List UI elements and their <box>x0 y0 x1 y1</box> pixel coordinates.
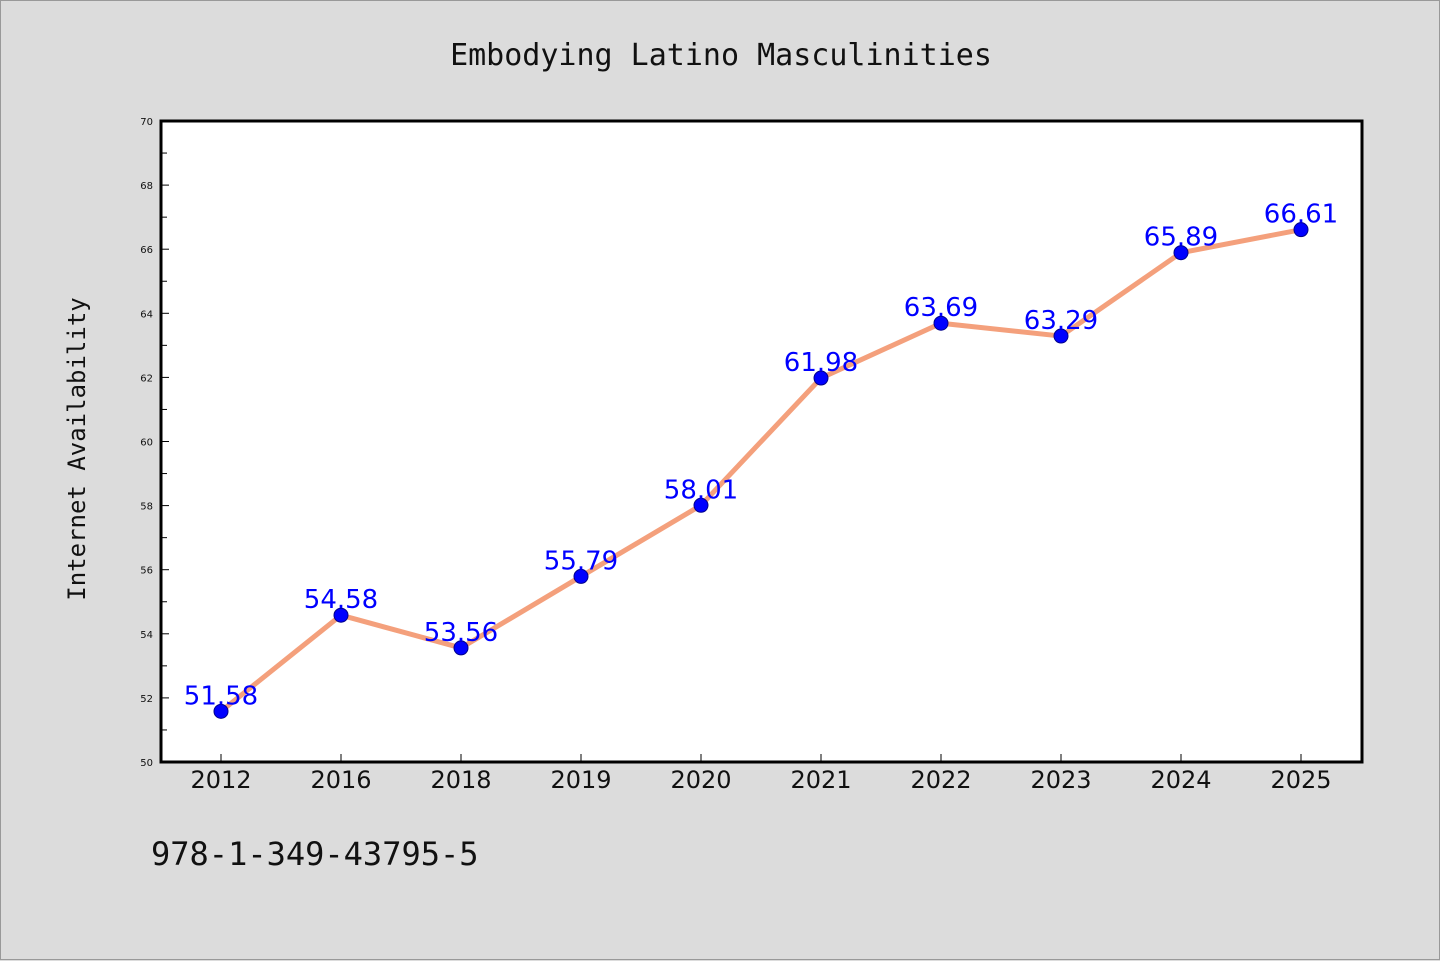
data-label: 51.58 <box>184 681 258 711</box>
y-tick-label: 56 <box>140 566 153 577</box>
data-point-marker <box>813 370 829 386</box>
x-tick-label: 2023 <box>1030 766 1091 794</box>
x-tick-label: 2022 <box>910 766 971 794</box>
data-point-marker <box>213 703 229 719</box>
data-point-marker <box>573 568 589 584</box>
data-label: 65.89 <box>1144 223 1218 253</box>
data-label: 66.61 <box>1264 200 1338 230</box>
data-point-marker <box>693 497 709 513</box>
data-label: 55.79 <box>544 546 618 576</box>
data-point-marker <box>453 640 469 656</box>
data-point-marker <box>1173 245 1189 261</box>
data-labels: 51.58 54.58 53.56 55.79 58.01 61.98 63.69 63.29… <box>184 200 1338 712</box>
x-tick-label: 2020 <box>670 766 731 794</box>
x-tick-label: 2019 <box>550 766 611 794</box>
data-markers <box>213 222 1309 719</box>
data-label: 54.58 <box>304 585 378 615</box>
series-line <box>219 227 1302 714</box>
x-axis: 2012 2016 2018 2019 2020 2021 2022 2023 2024 2025 <box>190 754 1332 794</box>
data-point-marker <box>933 315 949 331</box>
y-tick-label: 68 <box>140 181 153 192</box>
data-label: 61.98 <box>784 348 858 378</box>
y-axis-label: Internet Availability <box>63 297 91 600</box>
x-tick-label: 2025 <box>1270 766 1331 794</box>
x-tick-label: 2016 <box>310 766 371 794</box>
data-point-marker <box>1053 328 1069 344</box>
y-tick-label: 52 <box>140 694 153 705</box>
data-point-marker <box>333 607 349 623</box>
isbn-text: 978-1-349-43795-5 <box>151 835 479 873</box>
y-tick-label: 64 <box>140 309 153 320</box>
data-label: 58.01 <box>664 475 738 505</box>
y-tick-label: 60 <box>140 438 153 449</box>
y-tick-label: 54 <box>140 630 153 641</box>
x-tick-label: 2024 <box>1150 766 1211 794</box>
x-tick-label: 2021 <box>790 766 851 794</box>
x-tick-label: 2012 <box>190 766 251 794</box>
y-axis: 50 52 54 56 58 60 62 64 66 68 70 <box>140 117 169 769</box>
series-line-group <box>219 227 1302 714</box>
y-tick-label: 50 <box>140 758 153 769</box>
x-tick-label: 2018 <box>430 766 491 794</box>
y-tick-label: 62 <box>140 373 153 384</box>
chart-title: Embodying Latino Masculinities <box>450 38 992 73</box>
y-tick-label: 70 <box>140 117 153 128</box>
data-label: 63.29 <box>1024 306 1098 336</box>
data-point-marker <box>1293 222 1309 238</box>
data-label: 53.56 <box>424 618 498 648</box>
y-tick-label: 58 <box>140 502 153 513</box>
y-tick-label: 66 <box>140 245 153 256</box>
data-label: 63.69 <box>904 293 978 323</box>
